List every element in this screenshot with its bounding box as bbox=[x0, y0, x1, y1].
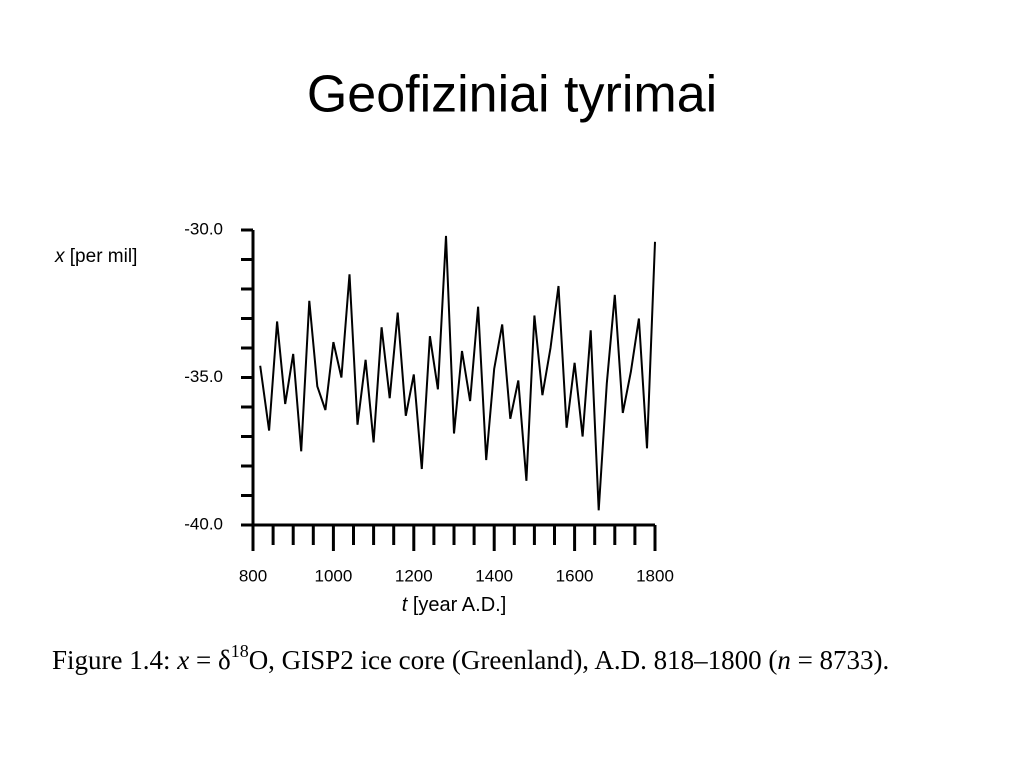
y-axis-label: x [per mil] bbox=[54, 246, 137, 267]
y-label-unit: [per mil] bbox=[70, 246, 138, 267]
x-tick-label: 1800 bbox=[636, 566, 674, 585]
x-tick-label: 1000 bbox=[314, 566, 352, 585]
x-tick-label: 1200 bbox=[395, 566, 433, 585]
y-tick-label: -35.0 bbox=[184, 367, 223, 386]
x-label-unit: [year A.D.] bbox=[413, 594, 506, 616]
y-tick-label: -30.0 bbox=[184, 219, 223, 238]
x-axis-label: t [year A.D.] bbox=[402, 594, 507, 616]
slide-title: Geofiziniai tyrimai bbox=[307, 66, 717, 124]
data-line bbox=[259, 235, 656, 511]
x-tick-label: 1400 bbox=[475, 566, 513, 585]
plot: -40.0 -35.0 -30.0 800 1000 1200 1400 1600 1800 bbox=[184, 219, 674, 585]
caption-part: Figure 1.4: bbox=[52, 645, 177, 675]
x-tick-label: 1600 bbox=[556, 566, 594, 585]
x-label-var: t bbox=[402, 594, 409, 616]
caption-part: = 8733). bbox=[791, 645, 889, 675]
caption-part: n bbox=[777, 645, 791, 675]
figure-caption: Figure 1.4: x = δ18O, GISP2 ice core (Gr… bbox=[52, 641, 889, 675]
caption-part: 18 bbox=[231, 641, 249, 661]
caption-part: O, GISP2 ice core (Greenland), A.D. 818–… bbox=[249, 645, 778, 675]
x-tick-label: 800 bbox=[239, 566, 267, 585]
y-label-var: x bbox=[54, 246, 66, 267]
y-tick-label: -40.0 bbox=[184, 514, 223, 533]
caption-part: x bbox=[176, 645, 189, 675]
caption-part: = δ bbox=[189, 645, 230, 675]
